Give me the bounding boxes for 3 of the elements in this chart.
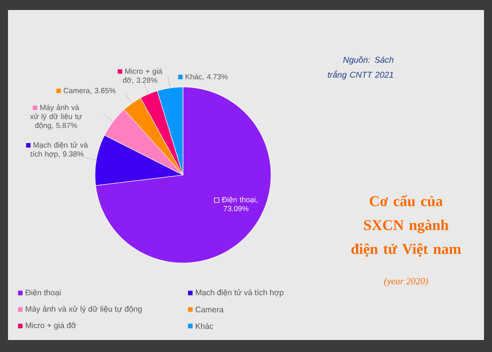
text: (year 2020) xyxy=(384,278,428,286)
text: Nguồn: Sách trắng CNTT 2021 xyxy=(328,56,394,80)
text: Cơ cấu của SXCN ngành điện tử Việt nam xyxy=(351,195,461,257)
